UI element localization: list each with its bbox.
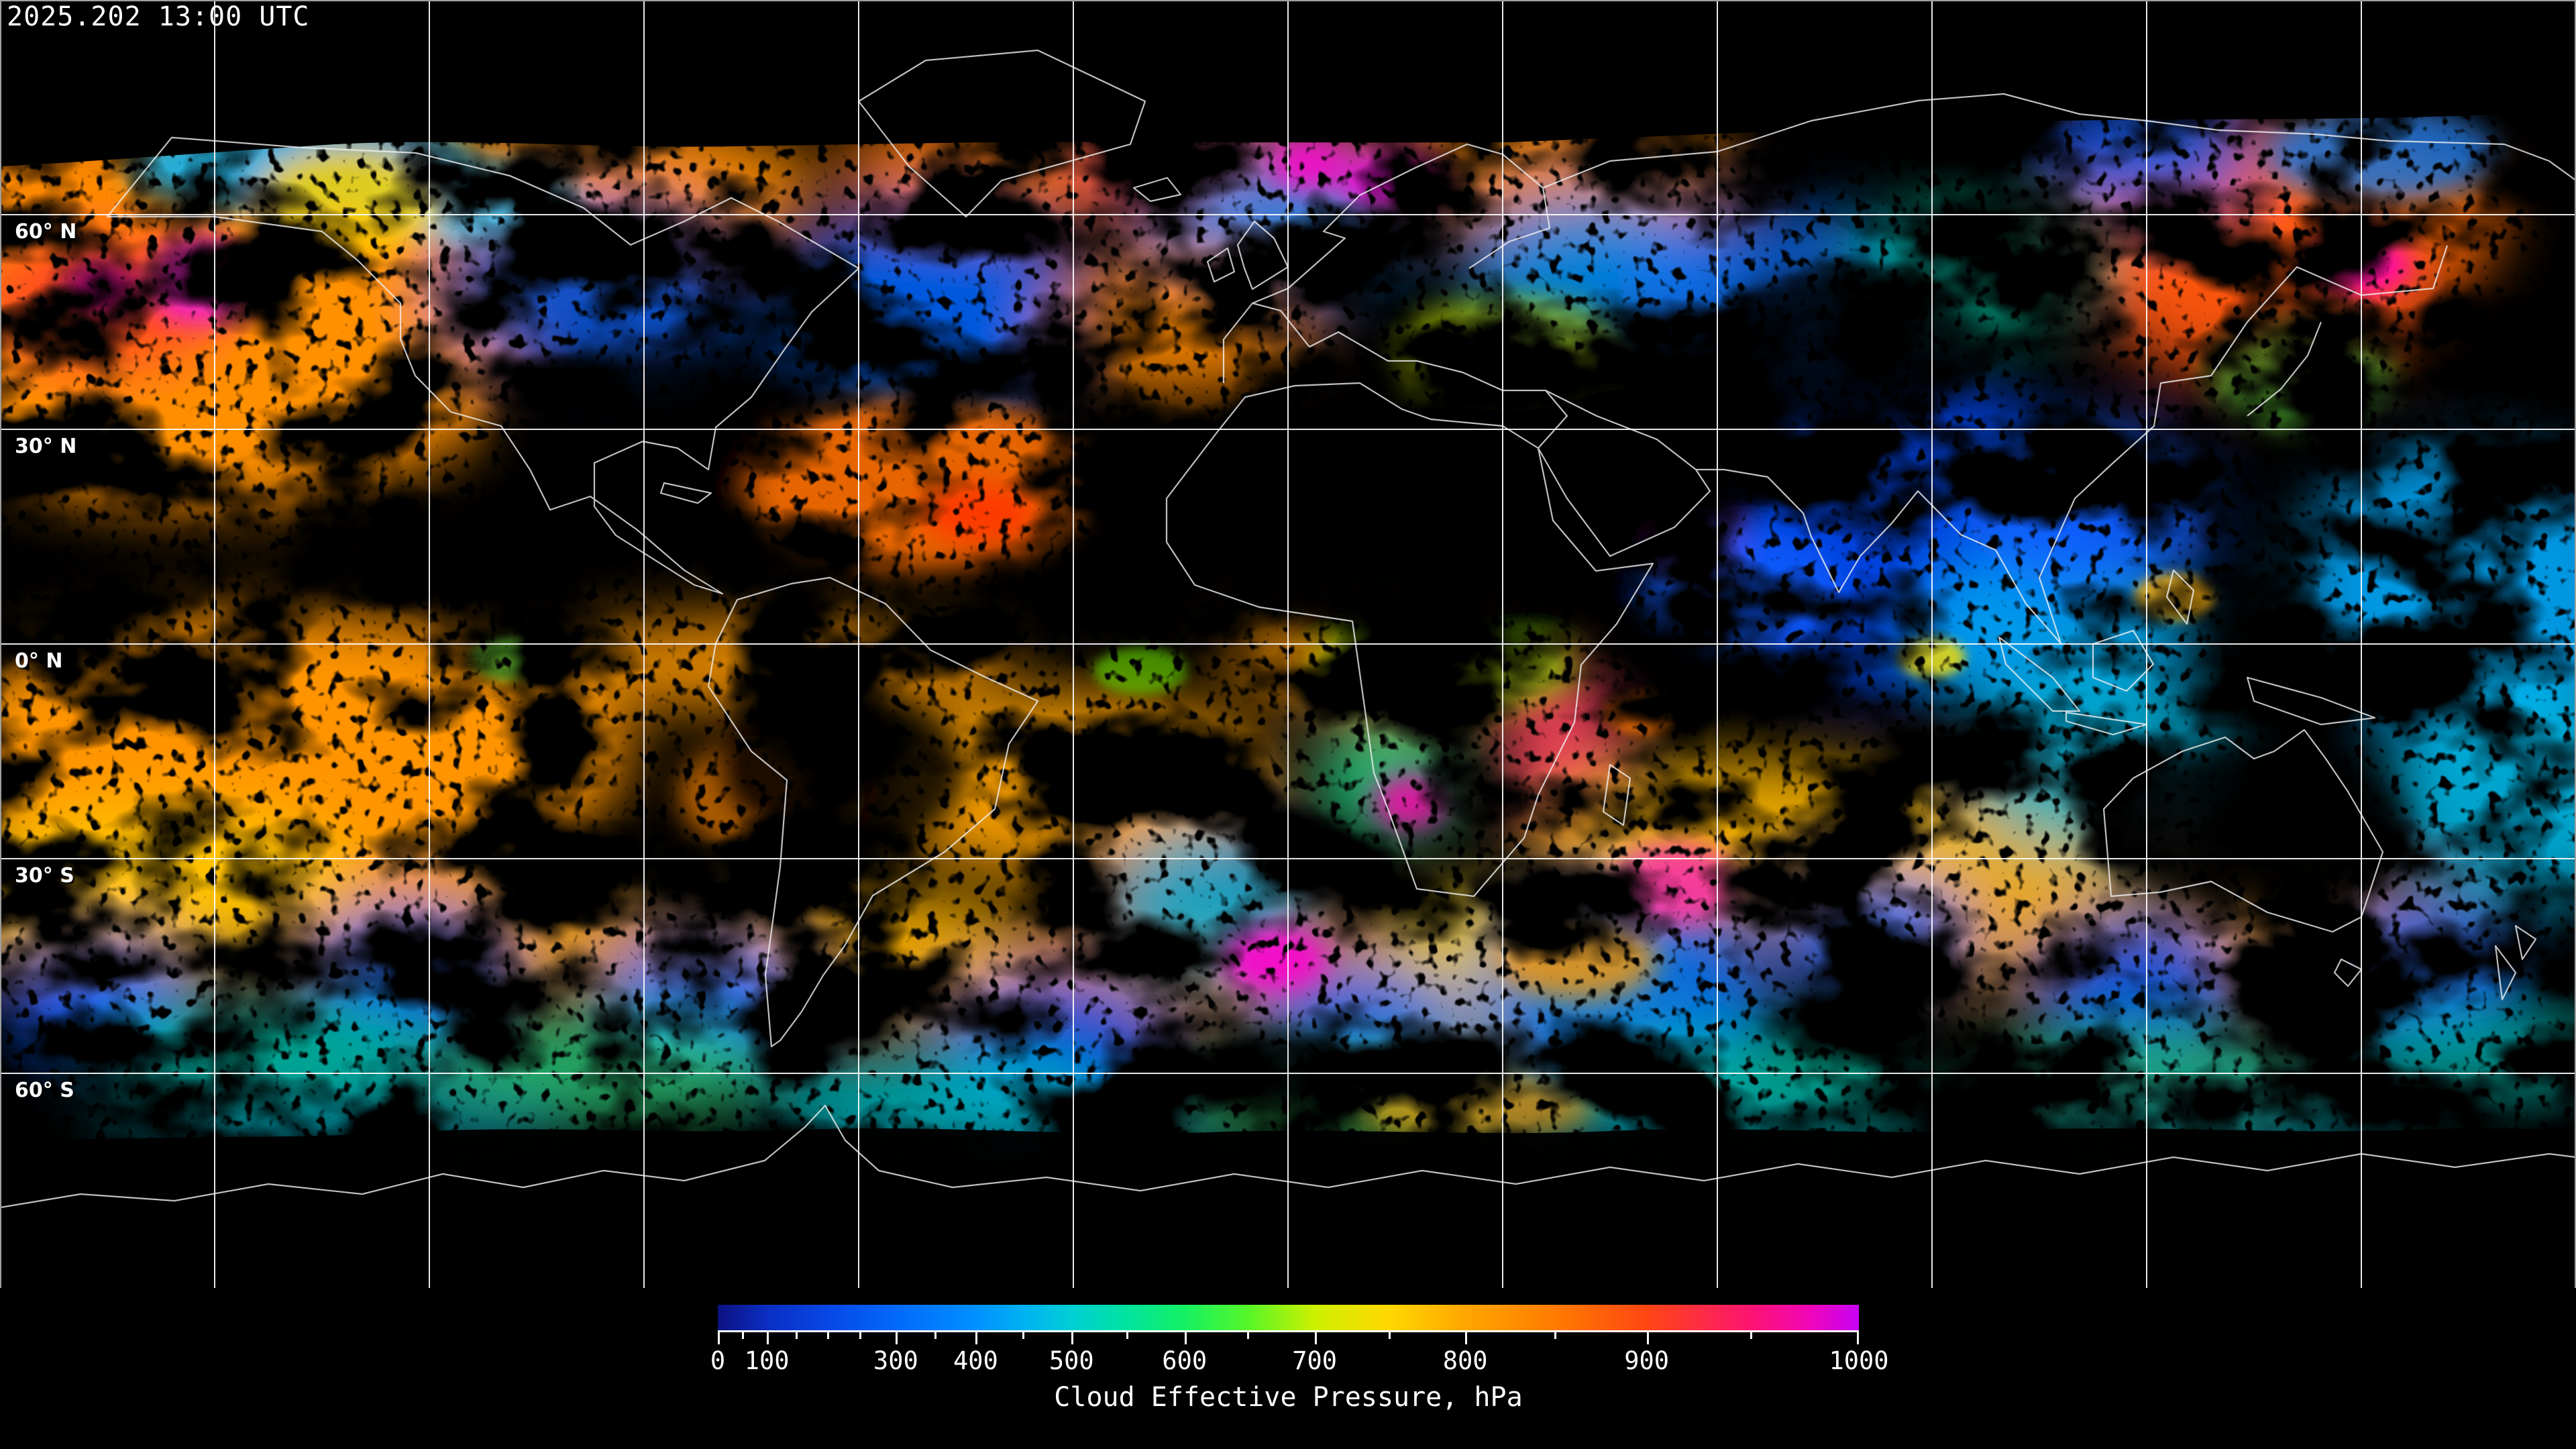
map-frame: [0, 0, 2576, 1288]
latitude-label: 30° S: [15, 864, 74, 888]
colorbar-tick: [1857, 1332, 1859, 1344]
latitude-label: 0° N: [15, 649, 63, 673]
colorbar-tick: [827, 1332, 830, 1339]
colorbar-tick: [1554, 1332, 1556, 1339]
latitude-label: 60° S: [15, 1079, 74, 1102]
latitude-label: 30° N: [15, 435, 77, 458]
colorbar-tick: [1126, 1332, 1128, 1339]
colorbar-title: Cloud Effective Pressure, hPa: [1054, 1382, 1523, 1413]
colorbar-tick: [975, 1332, 978, 1344]
colorbar-tick: [795, 1332, 798, 1339]
colorbar-tick: [1184, 1332, 1187, 1344]
colorbar-tick-label: 300: [873, 1346, 918, 1375]
colorbar-tick-label: 700: [1292, 1346, 1338, 1375]
colorbar-tick-label: 0: [710, 1346, 726, 1375]
colorbar-tick: [741, 1332, 744, 1339]
colorbar-tick-label: 500: [1049, 1346, 1094, 1375]
coastlines: [0, 49, 2576, 1209]
colorbar-tick: [859, 1332, 861, 1339]
colorbar-tick: [1465, 1332, 1468, 1344]
colorbar-gradient: [718, 1305, 1859, 1332]
colorbar-tick-label: 1000: [1829, 1346, 1889, 1375]
colorbar-tick: [1022, 1332, 1025, 1339]
colorbar-tick-label: 600: [1162, 1346, 1208, 1375]
graticule: [0, 0, 2576, 1288]
colorbar-tick: [1247, 1332, 1250, 1339]
colorbar-tick: [896, 1332, 898, 1344]
colorbar-tick: [1750, 1332, 1753, 1339]
world-map: [0, 0, 2576, 1288]
colorbar-tick-label: 900: [1624, 1346, 1670, 1375]
colorbar-tick-label: 100: [744, 1346, 790, 1375]
colorbar-tick-label: 400: [953, 1346, 998, 1375]
colorbar-tick: [1646, 1332, 1649, 1344]
timestamp: 2025.202 13:00 UTC: [7, 1, 310, 32]
colorbar-tick: [934, 1332, 937, 1339]
colorbar-tick: [1071, 1332, 1074, 1344]
latitude-label: 60° N: [15, 220, 77, 244]
colorbar: 0 100 300 400 500 600 700 800 900 1000 Cloud Effe…: [710, 1305, 1889, 1449]
colorbar-tick: [1389, 1332, 1391, 1339]
colorbar-tick-label: 800: [1442, 1346, 1488, 1375]
colorbar-tick: [1314, 1332, 1317, 1344]
colorbar-tick: [718, 1332, 720, 1344]
colorbar-tick: [767, 1332, 769, 1344]
